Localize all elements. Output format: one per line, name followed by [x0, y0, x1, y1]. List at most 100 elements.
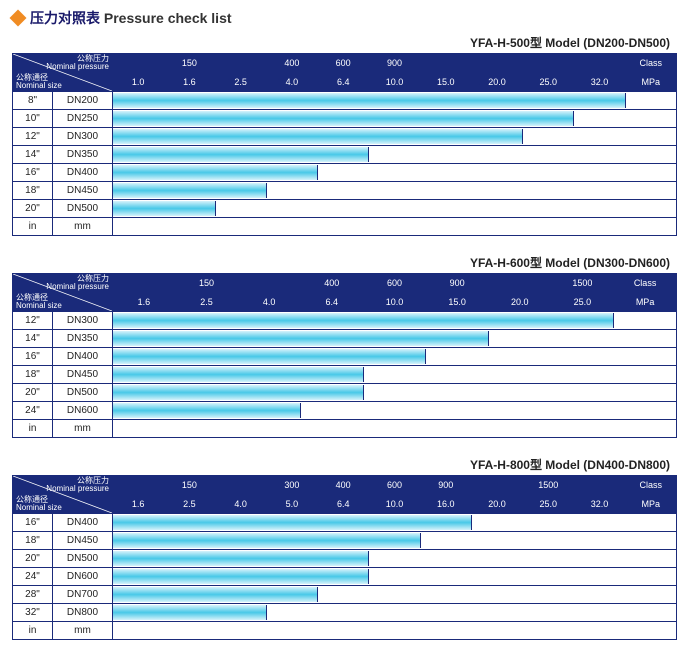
page-title-row: 压力对照表 Pressure check list — [12, 8, 676, 28]
pressure-bar — [113, 385, 364, 400]
pressure-bar — [113, 533, 421, 548]
pressure-bar — [113, 605, 267, 620]
class-header-cell: 1500 — [551, 274, 614, 294]
mpa-header-cell: 2.5 — [164, 496, 215, 514]
mpa-header-cell: 4.0 — [266, 74, 317, 92]
class-header-cell: 400 — [318, 476, 369, 496]
bar-cell — [113, 514, 677, 532]
mpa-header-cell: 10.0 — [369, 74, 420, 92]
pressure-bar — [113, 551, 369, 566]
bar-cell — [113, 312, 677, 330]
mpa-header-cell: 15.0 — [420, 74, 471, 92]
class-header-cell — [113, 54, 164, 74]
mpa-header-cell: 2.5 — [215, 74, 266, 92]
class-label: Class — [625, 476, 676, 496]
class-header-cell — [215, 54, 266, 74]
size-mm-cell: DN300 — [53, 312, 113, 330]
title-cn: 压力对照表 — [30, 10, 100, 26]
pressure-bar — [113, 147, 369, 162]
mpa-header-cell: 4.0 — [238, 294, 301, 312]
class-header-cell: 900 — [426, 274, 489, 294]
class-header-cell: 600 — [363, 274, 426, 294]
unit-in: in — [13, 622, 53, 640]
class-header-cell: 150 — [164, 54, 215, 74]
pressure-bar — [113, 367, 364, 382]
size-mm-cell: DN600 — [53, 402, 113, 420]
mpa-header-cell: 32.0 — [574, 496, 625, 514]
chart-block: YFA-H-600型 Model (DN300-DN600)公称压力Nomina… — [12, 254, 676, 438]
size-mm-cell: DN500 — [53, 384, 113, 402]
bar-cell — [113, 384, 677, 402]
mpa-header-cell: 20.0 — [488, 294, 551, 312]
size-mm-cell: DN450 — [53, 182, 113, 200]
pressure-bar — [113, 201, 216, 216]
unit-mm: mm — [53, 218, 113, 236]
pressure-bar — [113, 349, 426, 364]
diamond-bullet — [10, 10, 27, 27]
chart-block: YFA-H-500型 Model (DN200-DN500)公称压力Nomina… — [12, 34, 676, 236]
size-in-cell: 20" — [13, 550, 53, 568]
diagonal-header: 公称压力Nominal pressure公称通径Nominal size — [13, 476, 113, 514]
size-mm-cell: DN200 — [53, 92, 113, 110]
bar-cell — [113, 200, 677, 218]
pressure-bar — [113, 515, 472, 530]
pressure-table: 公称压力Nominal pressure公称通径Nominal size1504… — [12, 53, 677, 236]
size-mm-cell: DN350 — [53, 330, 113, 348]
size-in-cell: 24" — [13, 402, 53, 420]
class-header-cell — [488, 274, 551, 294]
size-in-cell: 18" — [13, 532, 53, 550]
size-in-cell: 12" — [13, 312, 53, 330]
mpa-header-cell: 15.0 — [426, 294, 489, 312]
mpa-header-cell: 1.6 — [113, 294, 176, 312]
size-in-cell: 16" — [13, 164, 53, 182]
size-in-cell: 20" — [13, 384, 53, 402]
class-header-cell — [523, 54, 574, 74]
pressure-bar — [113, 403, 301, 418]
size-in-cell: 18" — [13, 182, 53, 200]
bar-cell — [113, 110, 677, 128]
size-in-cell: 12" — [13, 128, 53, 146]
class-header-cell: 900 — [369, 54, 420, 74]
pressure-bar — [113, 129, 523, 144]
class-header-cell: 150 — [164, 476, 215, 496]
class-header-cell — [215, 476, 266, 496]
class-label: Class — [625, 54, 676, 74]
class-header-cell — [113, 274, 176, 294]
class-label: Class — [614, 274, 677, 294]
size-mm-cell: DN700 — [53, 586, 113, 604]
footer-blank — [113, 420, 677, 438]
mpa-header-cell: 16.0 — [420, 496, 471, 514]
bar-cell — [113, 550, 677, 568]
class-header-cell: 150 — [175, 274, 238, 294]
diagonal-header: 公称压力Nominal pressure公称通径Nominal size — [13, 274, 113, 312]
size-in-cell: 8" — [13, 92, 53, 110]
bar-cell — [113, 532, 677, 550]
size-mm-cell: DN400 — [53, 348, 113, 366]
mpa-label: MPa — [625, 496, 676, 514]
pressure-bar — [113, 183, 267, 198]
class-header-cell: 300 — [266, 476, 317, 496]
mpa-header-cell: 1.0 — [113, 74, 164, 92]
mpa-header-cell: 5.0 — [266, 496, 317, 514]
size-mm-cell: DN300 — [53, 128, 113, 146]
class-header-cell — [113, 476, 164, 496]
model-caption: YFA-H-800型 Model (DN400-DN800) — [12, 456, 676, 473]
bar-cell — [113, 366, 677, 384]
mpa-header-cell: 10.0 — [363, 294, 426, 312]
pressure-bar — [113, 331, 489, 346]
pressure-bar — [113, 569, 369, 584]
title-en: Pressure check list — [104, 10, 232, 26]
size-in-cell: 18" — [13, 366, 53, 384]
tables-container: YFA-H-500型 Model (DN200-DN500)公称压力Nomina… — [12, 34, 676, 640]
mpa-header-cell: 6.4 — [300, 294, 363, 312]
footer-blank — [113, 218, 677, 236]
size-mm-cell: DN450 — [53, 366, 113, 384]
mpa-header-cell: 4.0 — [215, 496, 266, 514]
bar-cell — [113, 348, 677, 366]
bar-cell — [113, 604, 677, 622]
size-in-cell: 14" — [13, 330, 53, 348]
bar-cell — [113, 128, 677, 146]
class-header-cell: 900 — [420, 476, 471, 496]
class-header-cell: 600 — [369, 476, 420, 496]
size-mm-cell: DN450 — [53, 532, 113, 550]
